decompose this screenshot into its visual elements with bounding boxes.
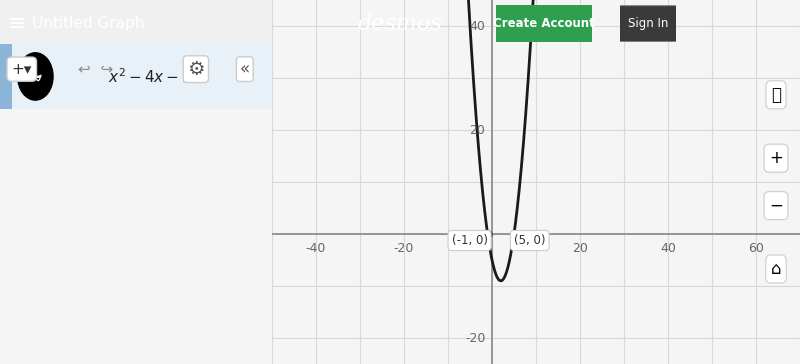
Text: +▾: +▾: [11, 62, 32, 77]
Text: (-1, 0): (-1, 0): [451, 234, 488, 247]
Text: -20: -20: [394, 242, 414, 255]
Text: ~: ~: [27, 67, 44, 86]
Text: Create Account: Create Account: [493, 17, 595, 30]
FancyBboxPatch shape: [0, 0, 272, 44]
Text: desmos: desmos: [358, 13, 442, 35]
FancyBboxPatch shape: [618, 5, 678, 42]
Text: (5, 0): (5, 0): [514, 234, 546, 247]
Text: 40: 40: [660, 242, 676, 255]
Text: ⚙: ⚙: [187, 60, 205, 79]
Text: -40: -40: [306, 242, 326, 255]
Text: ↩  ↪: ↩ ↪: [78, 62, 113, 77]
Text: Untitled Graph: Untitled Graph: [32, 16, 145, 31]
Text: 20: 20: [572, 242, 588, 255]
Text: 40: 40: [470, 20, 486, 32]
Text: ∿: ∿: [29, 67, 42, 86]
FancyBboxPatch shape: [0, 44, 12, 109]
FancyBboxPatch shape: [12, 44, 272, 109]
FancyBboxPatch shape: [491, 4, 597, 44]
Text: 🔧: 🔧: [771, 86, 781, 104]
Text: ⌂: ⌂: [770, 260, 782, 278]
Text: Sign In: Sign In: [628, 17, 668, 30]
Text: «: «: [240, 60, 250, 78]
Text: 60: 60: [748, 242, 764, 255]
Text: $x^2 - 4x - 5$: $x^2 - 4x - 5$: [108, 67, 191, 86]
Text: +: +: [769, 149, 783, 167]
Text: −: −: [769, 197, 783, 215]
Text: ≡: ≡: [8, 14, 26, 33]
Circle shape: [18, 53, 53, 100]
Text: or: or: [626, 17, 638, 30]
Text: -20: -20: [465, 332, 486, 344]
Text: 20: 20: [470, 123, 486, 136]
